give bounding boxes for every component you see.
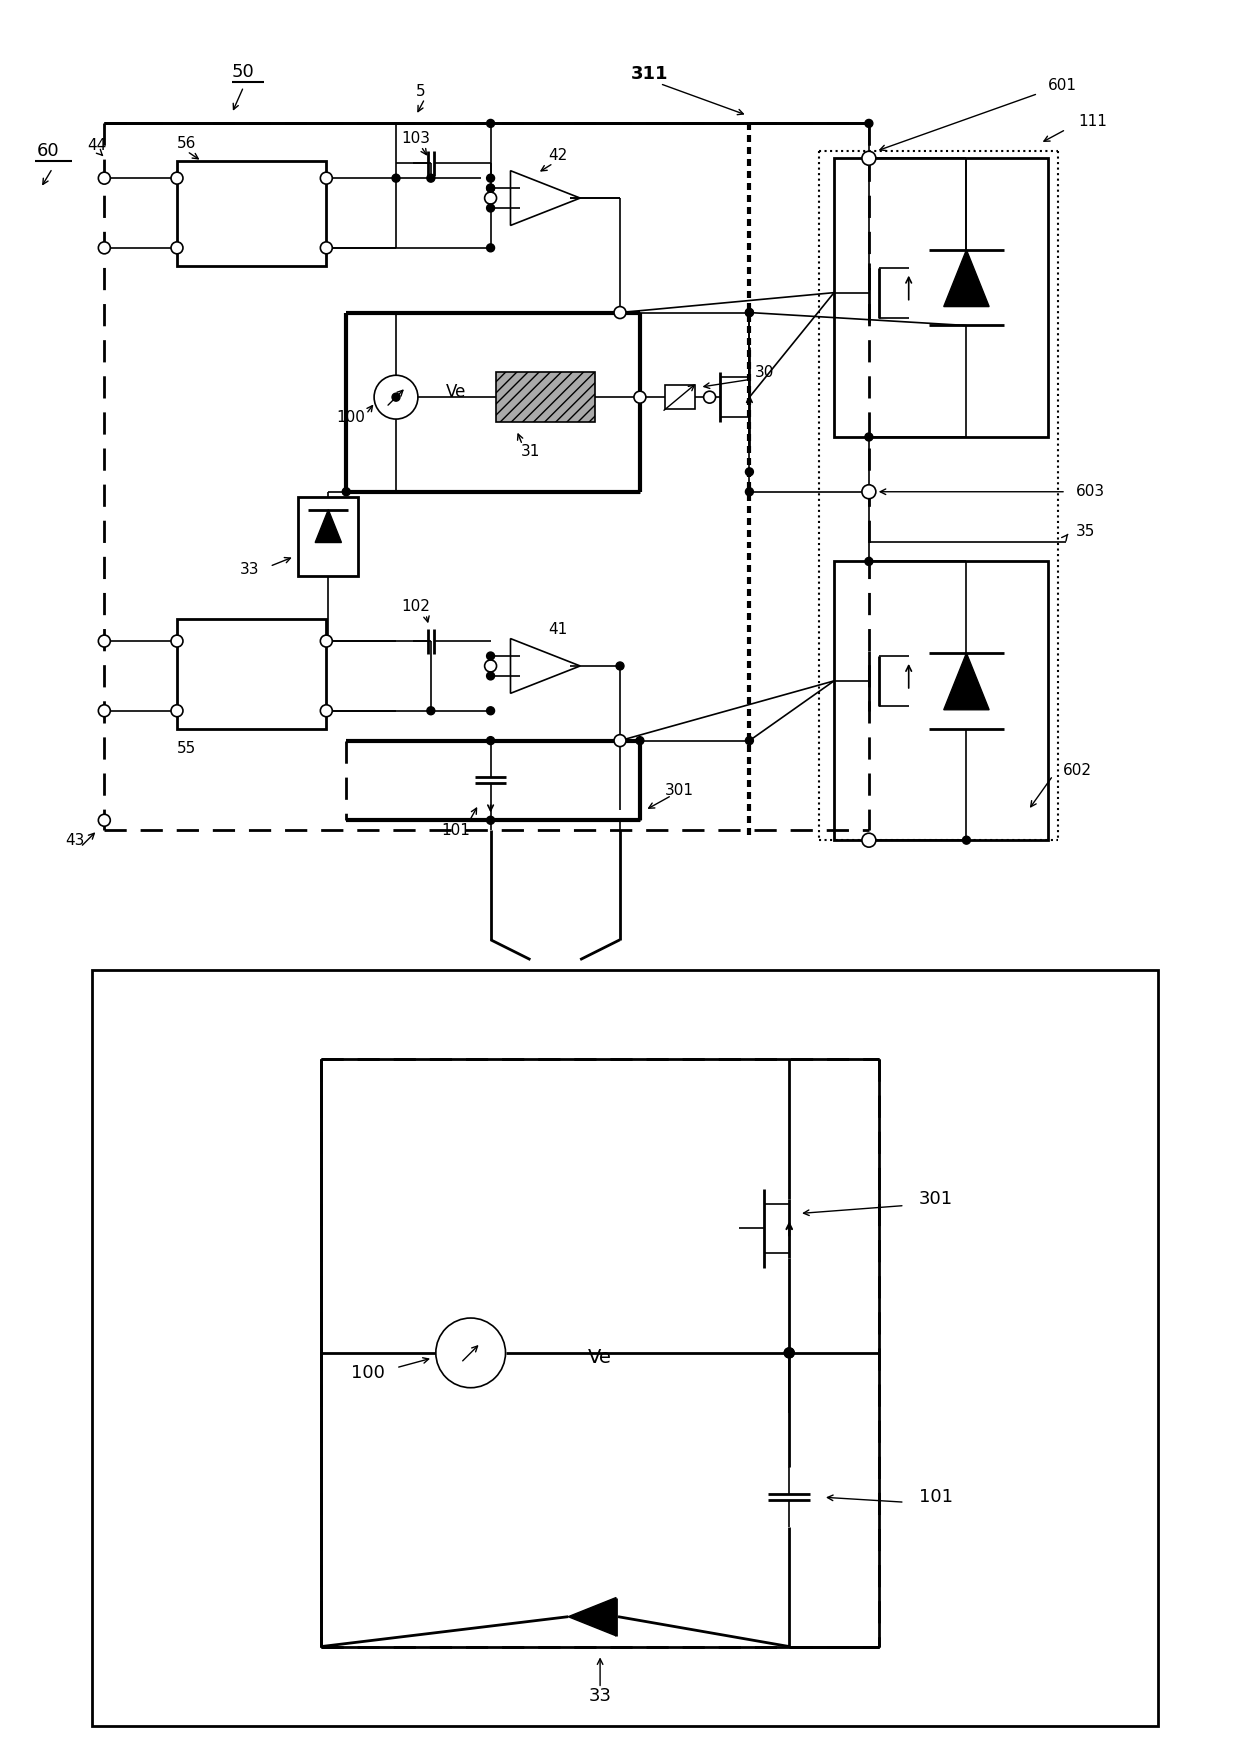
Circle shape: [745, 468, 754, 477]
Text: 100: 100: [336, 410, 365, 424]
Text: 33: 33: [239, 561, 259, 577]
Bar: [177, 162, 326, 266]
Circle shape: [486, 120, 495, 127]
Circle shape: [862, 834, 875, 848]
Circle shape: [745, 308, 754, 317]
Polygon shape: [568, 1597, 616, 1636]
Circle shape: [616, 308, 624, 317]
Circle shape: [616, 661, 624, 670]
Circle shape: [171, 243, 184, 253]
Circle shape: [486, 245, 495, 252]
Text: 50: 50: [232, 63, 254, 81]
Circle shape: [98, 705, 110, 716]
Circle shape: [320, 243, 332, 253]
Circle shape: [784, 1347, 794, 1358]
Text: 603: 603: [1076, 484, 1105, 500]
Circle shape: [320, 635, 332, 647]
Circle shape: [486, 653, 495, 660]
Circle shape: [703, 390, 715, 403]
Bar: [665, 385, 694, 410]
Text: 42: 42: [548, 148, 568, 164]
Bar: [496, 373, 595, 422]
Text: 100: 100: [351, 1363, 386, 1383]
Text: 301: 301: [665, 783, 694, 799]
Text: 35: 35: [1076, 524, 1095, 538]
Circle shape: [435, 1317, 506, 1388]
Circle shape: [98, 172, 110, 185]
Circle shape: [486, 672, 495, 681]
Text: 602: 602: [1063, 763, 1092, 777]
Circle shape: [862, 485, 875, 500]
Text: Ve: Ve: [588, 1349, 613, 1367]
Text: 103: 103: [401, 130, 430, 146]
Circle shape: [392, 394, 401, 401]
Circle shape: [98, 635, 110, 647]
Text: 5: 5: [417, 84, 425, 99]
Bar: [299, 496, 358, 577]
Text: 41: 41: [548, 621, 568, 637]
Circle shape: [485, 660, 496, 672]
Text: 44: 44: [88, 137, 107, 153]
Circle shape: [320, 705, 332, 716]
Circle shape: [392, 174, 401, 183]
Polygon shape: [944, 250, 990, 306]
Circle shape: [98, 243, 110, 253]
Bar: [835, 158, 1048, 436]
Circle shape: [320, 172, 332, 185]
Circle shape: [745, 737, 754, 744]
Polygon shape: [315, 510, 341, 542]
Circle shape: [745, 487, 754, 496]
Bar: [177, 619, 326, 728]
Text: 56: 56: [177, 135, 196, 151]
Circle shape: [864, 120, 873, 127]
Circle shape: [486, 707, 495, 714]
Bar: [835, 561, 1048, 841]
Circle shape: [171, 705, 184, 716]
Circle shape: [171, 635, 184, 647]
Circle shape: [745, 308, 754, 317]
Circle shape: [634, 390, 646, 403]
Polygon shape: [944, 653, 990, 711]
Text: 101: 101: [441, 823, 470, 837]
Text: 31: 31: [521, 445, 541, 459]
Text: 101: 101: [919, 1488, 952, 1506]
Circle shape: [486, 185, 495, 192]
Text: 601: 601: [1048, 77, 1078, 93]
Text: Ve: Ve: [445, 383, 466, 401]
Text: 111: 111: [1078, 114, 1107, 128]
Circle shape: [485, 192, 496, 204]
Circle shape: [486, 185, 495, 192]
Circle shape: [427, 174, 435, 183]
Text: 30: 30: [754, 364, 774, 380]
Bar: [92, 969, 1158, 1726]
Text: 102: 102: [401, 598, 430, 614]
Circle shape: [614, 306, 626, 318]
Text: 301: 301: [919, 1189, 952, 1208]
Circle shape: [486, 204, 495, 213]
Circle shape: [962, 836, 971, 844]
Text: 60: 60: [36, 142, 58, 160]
Circle shape: [98, 814, 110, 827]
Circle shape: [342, 487, 350, 496]
Circle shape: [784, 1347, 794, 1358]
Circle shape: [171, 172, 184, 185]
Circle shape: [636, 394, 644, 401]
Circle shape: [427, 707, 435, 714]
Text: 55: 55: [177, 741, 196, 756]
Circle shape: [374, 375, 418, 419]
Text: 43: 43: [64, 832, 84, 848]
Text: 33: 33: [589, 1687, 611, 1704]
Circle shape: [864, 558, 873, 565]
Circle shape: [864, 433, 873, 442]
Circle shape: [486, 737, 495, 744]
Circle shape: [862, 151, 875, 165]
Circle shape: [486, 816, 495, 825]
Circle shape: [486, 174, 495, 183]
Text: 311: 311: [631, 65, 668, 83]
Circle shape: [614, 735, 626, 746]
Circle shape: [636, 737, 644, 744]
